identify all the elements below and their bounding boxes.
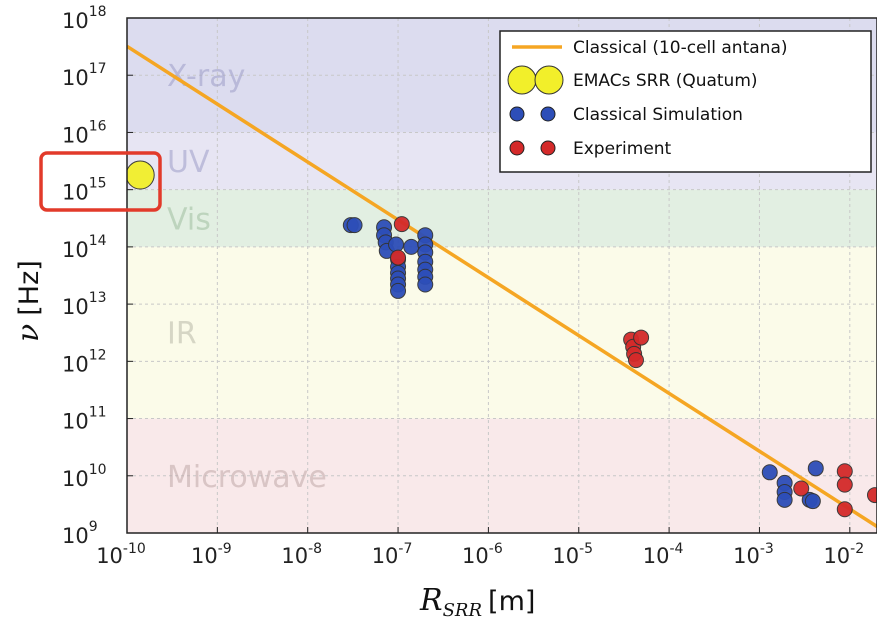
point-classical-simulation: [417, 276, 434, 293]
series-line-classical-10-cell-antana: [127, 44, 877, 528]
band-vis: [127, 189, 877, 247]
x-tick-label: 10-9: [191, 541, 232, 568]
band-label-microwave: Microwave: [167, 460, 327, 495]
point-classical-simulation: [804, 493, 821, 510]
legend-experiment-swatch-2: [540, 140, 556, 156]
legend-simulation-swatch-1: [509, 106, 525, 122]
point-classical-simulation: [403, 238, 420, 255]
point-classical-simulation: [776, 491, 793, 508]
y-axis-symbol: ν: [11, 324, 46, 342]
band-labels: X-ray UV Vis IR Microwave: [167, 59, 327, 495]
point-experiment: [390, 249, 407, 266]
y-tick-label: 1018: [62, 4, 107, 33]
band-label-vis: Vis: [167, 202, 211, 237]
y-axis-unit: [Hz]: [14, 260, 45, 316]
point-classical-simulation: [346, 217, 363, 234]
band-label-x-ray: X-ray: [167, 59, 245, 94]
point-classical-simulation: [388, 236, 405, 253]
x-tick-label: 10-6: [462, 541, 503, 568]
legend-label-simulation: Classical Simulation: [573, 105, 743, 125]
legend-experiment-swatch-1: [509, 140, 525, 156]
band-label-ir: IR: [167, 317, 197, 352]
x-axis-unit: [m]: [488, 586, 535, 617]
y-tick-label: 1012: [62, 347, 107, 376]
x-tick-label: 10-5: [552, 541, 593, 568]
plot-marks: [127, 44, 877, 528]
point-experiment: [633, 329, 650, 346]
x-tick-label: 10-8: [281, 541, 322, 568]
point-experiment: [836, 501, 853, 518]
point-emacs-srr-quatum: [127, 160, 155, 190]
y-tick-label: 1010: [62, 462, 107, 491]
y-tick-label: 1017: [62, 61, 107, 90]
point-experiment: [836, 476, 853, 493]
legend-label-classical: Classical (10-cell antana): [573, 38, 788, 58]
point-classical-simulation: [761, 464, 778, 481]
point-experiment: [793, 480, 810, 497]
legend-quantum-swatch-1: [507, 65, 537, 95]
point-classical-simulation: [390, 282, 407, 299]
y-tick-label: 1014: [62, 233, 107, 262]
point-classical-simulation: [807, 460, 824, 477]
legend-simulation-swatch-2: [540, 106, 556, 122]
quantum-highlight-box: [39, 151, 162, 212]
point-experiment: [836, 463, 853, 480]
band-label-uv: UV: [167, 145, 210, 180]
x-axis-title: RSRR [m]: [419, 583, 535, 621]
legend-quantum-swatch-2: [534, 65, 564, 95]
x-tick-label: 10-2: [823, 541, 864, 568]
legend-box: [499, 30, 872, 173]
legend-label-experiment: Experiment: [573, 139, 672, 159]
y-tick-label: 1011: [62, 405, 107, 434]
y-tick-label: 1013: [62, 290, 107, 319]
x-tick-label: 10-7: [372, 541, 413, 568]
x-tick-label: 10-10: [96, 541, 146, 568]
legend-label-quantum: EMACs SRR (Quatum): [573, 71, 758, 91]
y-axis-title: ν [Hz]: [11, 260, 46, 342]
y-tick-label: 1016: [62, 118, 107, 147]
point-experiment: [866, 487, 877, 504]
x-axis-ticks: 10-10 10-9 10-8 10-7 10-6 10-5 10-4 10-3 10-2: [96, 527, 864, 568]
y-tick-label: 109: [62, 519, 98, 548]
legend: Classical (10-cell antana) EMACs SRR (Qu…: [499, 30, 872, 173]
y-tick-label: 1015: [62, 176, 107, 205]
x-axis-subscript: SRR: [443, 600, 482, 621]
point-experiment: [627, 352, 644, 369]
plot-frame: [126, 17, 877, 534]
point-experiment: [393, 216, 410, 233]
band-ir: [127, 246, 877, 419]
x-tick-label: 10-3: [733, 541, 774, 568]
y-axis-ticks: 109 1010 1011 1012 1013 1014 1015 1016 1017 1018: [62, 4, 133, 548]
x-axis-symbol: R: [419, 583, 443, 618]
x-tick-label: 10-4: [643, 541, 684, 568]
